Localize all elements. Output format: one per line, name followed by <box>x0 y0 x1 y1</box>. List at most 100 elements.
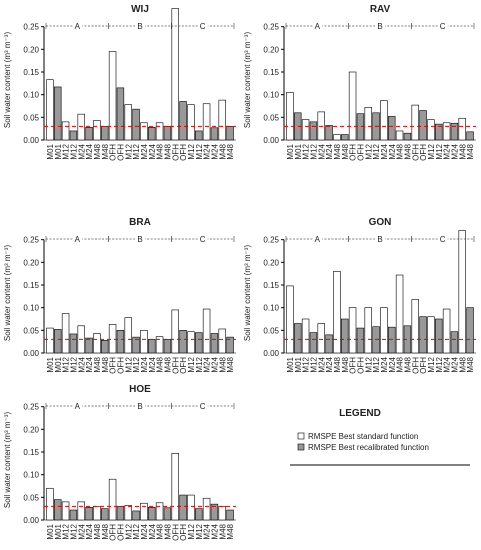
x-tick-label: M12 <box>124 356 133 372</box>
x-tick-label: M12 <box>62 356 71 372</box>
x-tick-label: M24 <box>140 523 149 539</box>
group-label: C <box>440 22 446 31</box>
bar <box>466 131 474 141</box>
x-tick-label: M12 <box>69 356 78 372</box>
group-label: B <box>137 402 142 411</box>
bar <box>69 333 78 354</box>
x-tick-label: M48 <box>101 143 110 159</box>
x-tick-label: M48 <box>403 143 412 159</box>
bar <box>93 120 101 141</box>
x-tick-label: OFH <box>356 357 365 374</box>
x-tick-label: M12 <box>195 356 204 372</box>
bar <box>333 271 341 354</box>
chart-title: RAV <box>370 4 391 15</box>
y-tick-label: 0.05 <box>263 326 279 335</box>
x-tick-label: M01 <box>294 143 303 159</box>
x-tick-label: OFH <box>109 524 118 541</box>
bar <box>101 508 109 521</box>
x-tick-label: M48 <box>163 356 172 372</box>
y-tick-label: 0.00 <box>23 136 39 145</box>
x-tick-label: M48 <box>466 356 475 372</box>
bar <box>435 123 443 141</box>
x-tick-label: M12 <box>309 143 318 159</box>
bar <box>348 307 357 354</box>
bar <box>69 130 78 141</box>
x-tick-label: M12 <box>132 356 141 372</box>
bar <box>179 330 187 354</box>
x-tick-label: M24 <box>380 143 389 159</box>
x-tick-label: M12 <box>62 523 71 539</box>
y-tick-label: 0.25 <box>263 236 279 245</box>
x-tick-label: M24 <box>77 143 86 159</box>
x-tick-label: M12 <box>364 356 373 372</box>
x-tick-label: M48 <box>218 356 227 372</box>
x-tick-label: M48 <box>156 523 165 539</box>
y-tick-label: 0.20 <box>263 45 279 54</box>
y-tick-label: 0.10 <box>23 471 39 480</box>
bar <box>155 502 164 521</box>
bar <box>54 329 62 354</box>
x-tick-label: M01 <box>46 143 55 159</box>
x-tick-label: M24 <box>148 523 157 539</box>
x-tick-label: OFH <box>419 144 428 161</box>
bar <box>286 285 294 354</box>
group-label-bg <box>197 401 208 411</box>
bar <box>442 122 451 141</box>
bar <box>325 125 333 141</box>
bar <box>364 307 372 354</box>
bar <box>46 79 54 141</box>
group-label: B <box>377 235 382 244</box>
bar <box>163 507 172 521</box>
bar <box>218 99 226 141</box>
bar <box>380 307 388 354</box>
bar <box>140 330 148 354</box>
x-tick-label: M24 <box>380 356 389 372</box>
group-label: C <box>200 22 206 31</box>
x-tick-label: M48 <box>156 143 165 159</box>
y-tick-label: 0.15 <box>23 281 39 290</box>
x-tick-label: M12 <box>187 356 196 372</box>
bar <box>395 130 404 141</box>
bar <box>195 332 203 354</box>
x-tick-label: M24 <box>148 143 157 159</box>
bar <box>195 508 203 521</box>
x-tick-label: M48 <box>101 523 110 539</box>
bar <box>348 71 357 141</box>
chart-title: HOE <box>129 384 151 395</box>
group-label-bg <box>197 21 208 31</box>
group-label-bg <box>135 234 145 244</box>
x-tick-label: M48 <box>458 143 467 159</box>
x-tick-label: OFH <box>179 524 188 541</box>
bar <box>171 453 179 521</box>
x-tick-label: OFH <box>349 357 358 374</box>
y-tick-label: 0.05 <box>23 113 39 122</box>
bar <box>388 116 396 141</box>
bar <box>108 478 117 521</box>
group-label-bg <box>197 234 208 244</box>
y-tick-label: 0.10 <box>263 304 279 313</box>
chart-title: WIJ <box>131 4 149 15</box>
x-tick-label: M24 <box>140 143 149 159</box>
x-tick-label: M48 <box>396 356 405 372</box>
x-tick-label: M24 <box>388 356 397 372</box>
x-tick-label: M01 <box>54 143 63 159</box>
x-tick-label: M24 <box>450 143 459 159</box>
x-tick-label: M24 <box>203 356 212 372</box>
y-tick-label: 0.20 <box>23 425 39 434</box>
group-label: A <box>315 22 321 31</box>
x-tick-label: M48 <box>341 356 350 372</box>
bar <box>101 340 109 354</box>
group-label: A <box>75 22 81 31</box>
x-tick-label: M48 <box>466 143 475 159</box>
x-tick-label: OFH <box>179 144 188 161</box>
y-tick-label: 0.05 <box>23 493 39 502</box>
bar <box>69 509 78 521</box>
x-tick-label: M12 <box>364 143 373 159</box>
x-tick-label: M48 <box>396 143 405 159</box>
bar <box>155 122 164 141</box>
x-tick-label: M12 <box>302 143 311 159</box>
bar <box>85 337 93 354</box>
bar <box>108 324 117 354</box>
bar <box>435 318 443 354</box>
